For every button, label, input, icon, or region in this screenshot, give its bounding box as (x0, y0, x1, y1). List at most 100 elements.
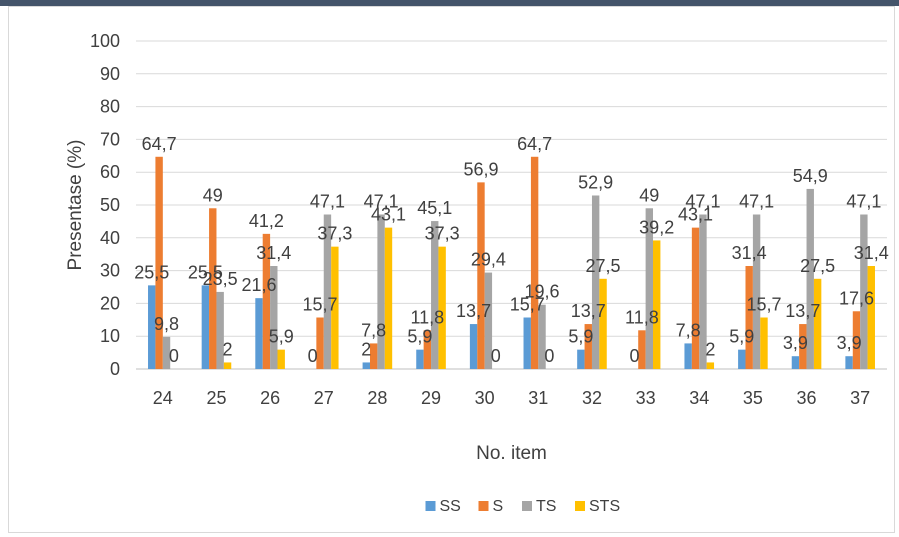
legend-label-s: S (493, 498, 504, 515)
y-tick-label: 0 (110, 359, 120, 379)
data-label-ss-31: 15,7 (510, 295, 545, 315)
data-label-ts-25: 23,5 (203, 269, 238, 289)
bar-s-26 (262, 233, 271, 369)
bar-sts-26 (277, 349, 285, 369)
data-label-ts-32: 52,9 (578, 172, 613, 192)
legend-label-sts: STS (589, 498, 620, 515)
data-label-s-29: 11,8 (410, 307, 444, 327)
data-label-sts-26: 5,9 (269, 327, 294, 347)
data-label-sts-27: 37,3 (317, 224, 352, 244)
data-label-ss-36: 3,9 (783, 333, 808, 353)
data-label-s-31: 64,7 (517, 134, 552, 154)
bar-ts-34 (699, 214, 707, 369)
data-label-ss-28: 2 (361, 339, 371, 359)
data-label-sts-32: 27,5 (586, 256, 621, 276)
chart-area: 0 10 20 30 40 50 60 70 80 90 100 25,5 64,7 9,8 0 25,5 4… (8, 6, 895, 533)
bar-ss-24 (148, 285, 156, 369)
data-label-ts-35: 47,1 (739, 192, 774, 212)
data-label-ts-27: 47,1 (310, 192, 345, 212)
data-label-sts-28: 43,1 (371, 205, 406, 225)
data-label-ss-25: 25,5 (188, 262, 223, 282)
y-tick-label: 30 (100, 261, 120, 281)
bar-ts-25 (216, 291, 224, 369)
bar-ss-25 (201, 285, 210, 369)
data-label-ts-36: 54,9 (793, 166, 828, 186)
x-tick-label: 37 (850, 388, 870, 408)
bar-ss-28 (362, 362, 370, 369)
x-tick-label: 25 (206, 388, 226, 408)
bar-s-37 (852, 311, 861, 369)
legend-label-ss: SS (440, 498, 461, 515)
y-axis-ticks: 0 10 20 30 40 50 60 70 80 90 100 (90, 31, 120, 379)
bar-sts-34 (706, 362, 715, 369)
x-tick-label: 36 (797, 388, 817, 408)
data-label-s-25: 49 (203, 185, 223, 205)
data-labels: 25,5 64,7 9,8 0 25,5 49 23,5 2 21,6 41,2 31,4 5,9 0 1… (134, 134, 889, 366)
bar-s-35 (745, 266, 753, 369)
bar-ts-28 (377, 214, 385, 369)
data-label-ts-24: 9,8 (154, 314, 179, 334)
bar-ss-37 (845, 356, 853, 369)
x-tick-label: 28 (367, 388, 387, 408)
data-label-ts-29: 45,1 (417, 198, 452, 218)
gridlines (136, 40, 887, 370)
data-label-ss-32: 5,9 (568, 327, 593, 347)
data-label-ss-30: 13,7 (456, 301, 491, 321)
y-tick-label: 20 (100, 293, 120, 313)
x-tick-label: 27 (314, 388, 334, 408)
bar-sts-29 (438, 246, 446, 369)
data-label-ts-28: 47,1 (364, 192, 399, 212)
data-label-ts-26: 31,4 (256, 243, 291, 263)
bar-s-28 (369, 343, 378, 369)
data-label-ts-34: 47,1 (685, 192, 720, 212)
x-axis-ticks: 24 25 26 27 28 29 30 31 32 33 34 35 36 37 (153, 388, 870, 408)
y-tick-label: 70 (100, 129, 120, 149)
data-label-s-24: 64,7 (142, 134, 177, 154)
data-label-ss-27: 0 (308, 346, 318, 366)
legend-swatch-ts (522, 501, 532, 511)
y-tick-label: 10 (100, 326, 120, 346)
x-tick-label: 31 (528, 388, 548, 408)
data-label-s-26: 41,2 (249, 211, 284, 231)
data-label-sts-31: 0 (544, 346, 554, 366)
bar-ts-33 (645, 208, 654, 369)
bar-ts-31 (538, 304, 546, 369)
bar-ss-26 (255, 298, 263, 369)
legend: SS S TS STS (425, 498, 620, 515)
bar-ts-27 (323, 214, 332, 369)
bar-s-30 (477, 182, 485, 369)
y-tick-label: 60 (100, 162, 120, 182)
data-label-s-30: 56,9 (463, 159, 498, 179)
data-label-sts-36: 27,5 (800, 256, 835, 276)
x-tick-label: 26 (260, 388, 280, 408)
y-axis-title: Presentase (%) (65, 140, 86, 271)
legend-label-ts: TS (536, 498, 556, 515)
bar-s-36 (799, 324, 807, 369)
data-label-sts-25: 2 (223, 339, 233, 359)
bar-s-31 (530, 156, 539, 369)
bar-ts-36 (806, 188, 814, 369)
data-label-ss-37: 3,9 (837, 333, 862, 353)
bar-s-24 (155, 156, 163, 369)
bar-s-34 (691, 227, 700, 369)
window-top-bar (0, 0, 899, 6)
bar-s-25 (209, 208, 217, 369)
data-label-s-27: 15,7 (303, 295, 338, 315)
data-label-sts-34: 2 (705, 339, 715, 359)
bar-s-27 (316, 317, 324, 369)
data-label-ts-30: 29,4 (471, 250, 506, 270)
legend-swatch-s (478, 501, 489, 511)
x-tick-label: 24 (153, 388, 173, 408)
data-label-ss-35: 5,9 (729, 327, 754, 347)
bar-s-32 (584, 324, 592, 369)
bar-ts-29 (431, 221, 439, 369)
bar-ss-30 (469, 324, 478, 369)
x-tick-label: 33 (636, 388, 656, 408)
bar-s-29 (423, 330, 432, 369)
bar-ss-36 (791, 356, 800, 369)
bars (148, 156, 875, 369)
legend-swatch-ss (425, 501, 436, 511)
bar-sts-33 (653, 240, 661, 369)
bar-sts-32 (599, 278, 607, 369)
